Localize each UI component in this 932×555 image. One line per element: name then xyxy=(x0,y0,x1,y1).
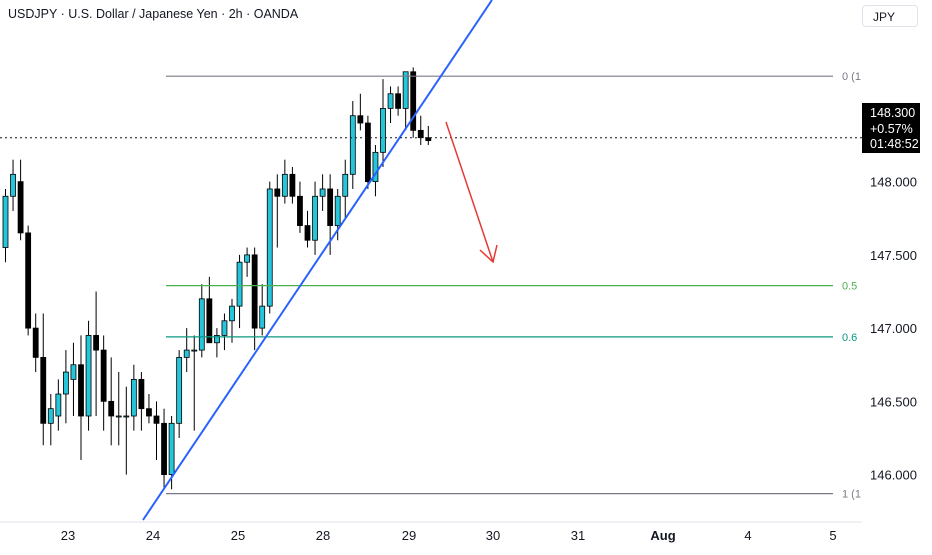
time-tick-label: 31 xyxy=(571,528,585,543)
candle-body[interactable] xyxy=(47,408,54,424)
current-price-tag: 148.300 +0.57% 01:48:52 xyxy=(862,103,920,153)
candle-body[interactable] xyxy=(2,195,9,248)
candle-body[interactable] xyxy=(206,298,213,344)
current-price-value: 148.300 xyxy=(870,106,916,120)
candle-body[interactable] xyxy=(40,357,47,424)
time-tick-label: 23 xyxy=(61,528,75,543)
down-arrow[interactable] xyxy=(445,121,498,264)
candle-body[interactable] xyxy=(213,335,220,344)
candle-body[interactable] xyxy=(357,115,364,124)
candle-body[interactable] xyxy=(183,349,190,358)
candle-body[interactable] xyxy=(70,364,77,380)
price-tick-label: 147.500 xyxy=(870,248,917,263)
fib-retracement: 0 (1 0.5 0.6 1 (1 xyxy=(166,71,861,501)
candle-body[interactable] xyxy=(425,137,432,142)
price-tick-label: 146.000 xyxy=(870,468,917,483)
candle-body[interactable] xyxy=(63,371,69,395)
candle-body[interactable] xyxy=(395,93,402,109)
candle-body[interactable] xyxy=(168,422,175,475)
candle-body[interactable] xyxy=(78,364,84,417)
price-tick-label: 147.000 xyxy=(870,321,917,336)
candle-body[interactable] xyxy=(349,115,356,175)
candle-body[interactable] xyxy=(334,195,341,226)
candle-body[interactable] xyxy=(289,173,296,197)
candle-body[interactable] xyxy=(387,93,394,109)
candle-body[interactable] xyxy=(55,393,62,417)
symbol-title[interactable]: USDJPY · U.S. Dollar / Japanese Yen · 2h… xyxy=(8,7,299,21)
time-tick-label: 5 xyxy=(829,528,836,543)
candle-body[interactable] xyxy=(417,129,424,139)
candle-body[interactable] xyxy=(380,107,386,153)
candle-body[interactable] xyxy=(115,415,122,418)
candle-body[interactable] xyxy=(297,195,303,226)
candle-body[interactable] xyxy=(312,195,318,241)
candle-body[interactable] xyxy=(259,305,266,329)
candle-body[interactable] xyxy=(251,254,258,329)
candle-body[interactable] xyxy=(364,122,371,183)
candles-layer xyxy=(2,67,432,490)
trendline[interactable] xyxy=(142,0,493,521)
time-tick-label: 25 xyxy=(231,528,245,543)
time-tick-label: 28 xyxy=(316,528,330,543)
candle-body[interactable] xyxy=(410,71,417,131)
candle-body[interactable] xyxy=(10,173,16,197)
time-axis[interactable]: 23 24 25 28 29 30 31 Aug 4 5 xyxy=(61,528,837,543)
price-axis[interactable]: 148.500148.000147.500147.000146.500146.0… xyxy=(870,101,917,482)
candle-body[interactable] xyxy=(229,305,235,322)
candle-body[interactable] xyxy=(176,357,183,424)
candle-body[interactable] xyxy=(93,335,99,351)
candle-body[interactable] xyxy=(372,151,379,183)
candle-body[interactable] xyxy=(198,298,205,351)
candle-body[interactable] xyxy=(32,327,39,358)
candle-body[interactable] xyxy=(123,415,130,418)
candle-body[interactable] xyxy=(266,188,273,307)
candle-body[interactable] xyxy=(153,415,160,424)
candle-body[interactable] xyxy=(342,173,349,197)
candle-body[interactable] xyxy=(274,188,281,197)
candle-body[interactable] xyxy=(100,349,107,402)
candle-body[interactable] xyxy=(161,422,167,475)
currency-button[interactable]: JPY xyxy=(862,5,918,27)
time-tick-label: 24 xyxy=(146,528,160,543)
time-tick-label: 30 xyxy=(486,528,500,543)
candle-body[interactable] xyxy=(191,349,198,352)
price-change-percent: +0.57% xyxy=(870,121,913,136)
time-tick-label: 29 xyxy=(402,528,416,543)
candle-body[interactable] xyxy=(319,188,326,197)
candle-body[interactable] xyxy=(17,181,24,234)
candle-body[interactable] xyxy=(138,378,145,410)
candle-body[interactable] xyxy=(221,320,228,336)
fib-level-label: 1 (1 xyxy=(842,489,861,501)
candle-body[interactable] xyxy=(304,225,311,241)
fib-level-label: 0.6 xyxy=(842,332,857,344)
candle-body[interactable] xyxy=(146,408,152,417)
bar-countdown: 01:48:52 xyxy=(870,137,919,151)
fib-level-label: 0.5 xyxy=(842,281,857,293)
candle-body[interactable] xyxy=(130,378,137,417)
time-tick-label: 4 xyxy=(744,528,751,543)
down-arrow-shaft xyxy=(445,121,494,263)
time-tick-label: Aug xyxy=(650,528,675,543)
down-arrow-head xyxy=(479,244,498,264)
candle-body[interactable] xyxy=(25,232,32,329)
candle-body[interactable] xyxy=(244,254,251,263)
candle-body[interactable] xyxy=(108,400,115,417)
candle-body[interactable] xyxy=(85,335,92,417)
fib-level-label: 0 (1 xyxy=(842,71,861,83)
candle-body[interactable] xyxy=(402,71,409,109)
candle-body[interactable] xyxy=(327,188,334,226)
candle-body[interactable] xyxy=(281,173,288,197)
price-tick-label: 148.000 xyxy=(870,175,917,190)
candle-body[interactable] xyxy=(236,261,243,307)
price-tick-label: 146.500 xyxy=(870,394,917,409)
